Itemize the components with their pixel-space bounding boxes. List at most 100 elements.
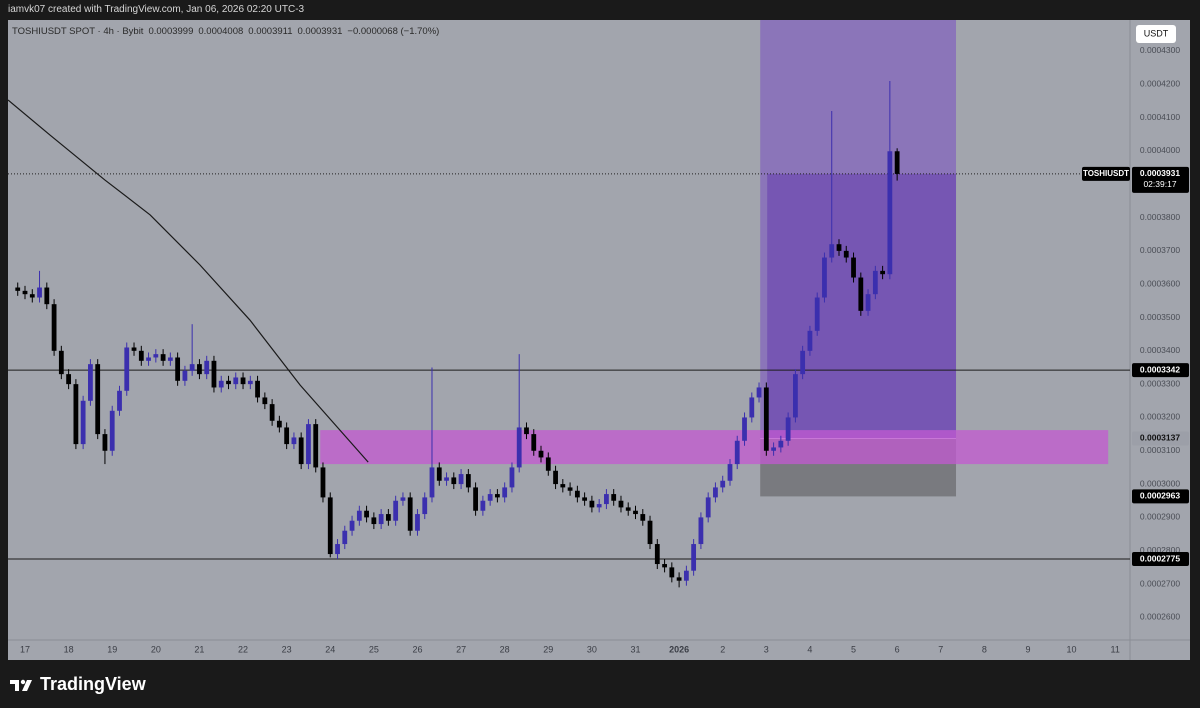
x-tick-label: 6 [895, 644, 900, 654]
candle-body [80, 400, 86, 445]
x-tick-label: 2 [720, 644, 725, 654]
candle-body [705, 497, 711, 518]
y-tick-label: 0.0003300 [1140, 378, 1180, 388]
candle-body [117, 390, 122, 411]
candle-body [865, 294, 871, 311]
candle-body [851, 257, 856, 278]
candle-body [262, 397, 268, 405]
x-tick-label: 29 [543, 644, 553, 654]
candle-body [458, 474, 464, 485]
low: 0.0003911 [248, 26, 293, 37]
candle-body [880, 270, 886, 275]
candle-body [58, 350, 64, 375]
candle-body [349, 520, 355, 531]
candle-body [88, 364, 93, 401]
current-price-box [1132, 166, 1189, 193]
candle-body [15, 287, 21, 291]
candle-body [378, 514, 384, 525]
candle-body [494, 494, 500, 498]
x-tick-label: 22 [238, 644, 248, 654]
candle-body [611, 494, 617, 501]
candle-body [647, 520, 653, 545]
candle-body [516, 427, 522, 468]
candle-body [167, 357, 173, 361]
candle-body [676, 577, 682, 581]
candle-body [298, 437, 304, 465]
candle-body [182, 370, 188, 381]
brand-name: TradingView [40, 674, 146, 694]
candle-body [422, 497, 428, 515]
candle-body [276, 420, 282, 428]
candle-body [771, 447, 777, 451]
x-tick-label: 8 [982, 644, 987, 654]
candle-body [66, 374, 72, 385]
brand[interactable]: TradingView [10, 674, 146, 695]
candle-body [138, 350, 144, 361]
candle-body [734, 440, 740, 465]
supply-zone [320, 430, 1109, 465]
candle-body [393, 500, 399, 521]
candle-body [589, 500, 595, 508]
y-tick-label: 0.0002900 [1140, 512, 1180, 522]
current-price: 0.0003931 [1140, 168, 1180, 178]
candle-body [843, 250, 849, 258]
close: 0.0003931 [297, 26, 343, 37]
x-tick-label: 28 [500, 644, 510, 654]
candle-body [582, 497, 588, 501]
y-tick-label: 0.0003800 [1140, 212, 1180, 222]
symbol-label-box [1082, 166, 1130, 181]
candle-body [807, 330, 813, 351]
x-tick-label: 26 [412, 644, 422, 654]
candle-body [727, 464, 733, 481]
candle-body [327, 497, 333, 555]
x-tick-label: 3 [764, 644, 769, 654]
candle-body [742, 417, 747, 441]
candle-body [814, 297, 820, 331]
candle-body [153, 354, 159, 358]
x-tick-label: 30 [587, 644, 597, 654]
candle-body [371, 517, 377, 525]
candle-body [385, 514, 391, 521]
candle-body [415, 514, 420, 531]
candle-body [822, 257, 827, 298]
candle-body [654, 544, 660, 565]
candle-body [473, 487, 478, 511]
candle-body [255, 380, 260, 398]
price-label: 0.0002963 [1140, 491, 1180, 501]
chart-background [8, 20, 1190, 660]
candle-body [124, 347, 130, 391]
price-label-box [1132, 431, 1189, 446]
x-tick-label: 27 [456, 644, 466, 654]
candle-body [625, 507, 631, 511]
candle-body [487, 494, 493, 501]
candle-body [720, 480, 726, 488]
candle-body [662, 564, 667, 568]
high: 0.0004008 [198, 26, 244, 37]
candle-body [829, 244, 835, 258]
candle-body [640, 514, 646, 521]
change: −0.0000068 (−1.70%) [347, 26, 440, 37]
countdown: 02:39:17 [1143, 179, 1176, 189]
candle-body [204, 360, 210, 375]
candle-body [102, 434, 108, 451]
candle-body [778, 440, 784, 448]
y-tick-label: 0.0003500 [1140, 312, 1180, 322]
candle-body [436, 467, 442, 481]
candle-body [407, 497, 413, 531]
candle-body [44, 287, 50, 305]
candle-body [451, 477, 457, 485]
candle-body [785, 417, 791, 441]
candle-body [131, 347, 137, 351]
candle-body [524, 427, 529, 435]
candle-body [429, 467, 435, 498]
legend: TOSHIUSDT SPOT · 4h · Bybit 0.0003999 0.… [12, 26, 439, 37]
caption: iamvk07 created with TradingView.com, Ja… [8, 4, 305, 15]
x-tick-label: 11 [1111, 644, 1120, 654]
candle-body [51, 304, 57, 351]
currency-button[interactable] [1136, 25, 1176, 43]
y-tick-label: 0.0003200 [1140, 412, 1180, 422]
price-label-box [1132, 489, 1189, 504]
candle-body [37, 287, 42, 298]
y-tick-label: 0.0003400 [1140, 345, 1180, 355]
